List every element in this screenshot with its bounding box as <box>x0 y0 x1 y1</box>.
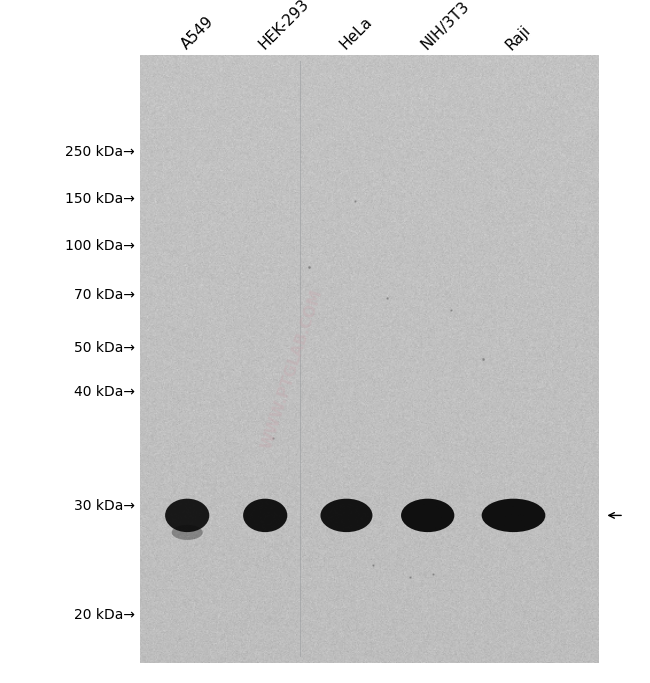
Text: Raji: Raji <box>503 22 534 53</box>
Ellipse shape <box>320 499 372 532</box>
Text: 20 kDa→: 20 kDa→ <box>74 608 135 622</box>
Text: 50 kDa→: 50 kDa→ <box>74 341 135 354</box>
Ellipse shape <box>172 525 203 540</box>
Text: 70 kDa→: 70 kDa→ <box>74 288 135 302</box>
Ellipse shape <box>482 499 545 532</box>
Text: WWW.PTGLAB.COM: WWW.PTGLAB.COM <box>259 287 326 451</box>
Text: 40 kDa→: 40 kDa→ <box>74 385 135 399</box>
Ellipse shape <box>165 499 209 532</box>
Text: 150 kDa→: 150 kDa→ <box>65 193 135 206</box>
Text: A549: A549 <box>178 14 216 53</box>
Text: 100 kDa→: 100 kDa→ <box>65 239 135 253</box>
Ellipse shape <box>401 499 454 532</box>
Text: NIH/3T3: NIH/3T3 <box>419 0 473 53</box>
Ellipse shape <box>243 499 287 532</box>
Text: 250 kDa→: 250 kDa→ <box>66 145 135 159</box>
Text: HeLa: HeLa <box>337 14 375 53</box>
Text: 30 kDa→: 30 kDa→ <box>74 499 135 513</box>
Text: HEK-293: HEK-293 <box>256 0 312 53</box>
